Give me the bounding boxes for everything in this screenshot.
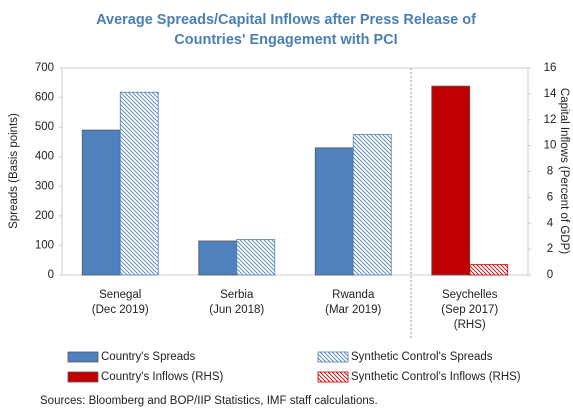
x-tick-label: Rwanda [332, 289, 375, 301]
y2-axis-title: Capital Inflows (Percent of GDP) [558, 88, 570, 254]
y-axis-title: Spreads (Basis points) [8, 113, 20, 229]
y-tick-label: 300 [35, 180, 54, 192]
x-tick-label: Serbia [220, 289, 254, 301]
x-tick-label: (Sep 2017) [441, 304, 498, 316]
bar [469, 264, 509, 276]
x-tick-label: (Mar 2019) [325, 304, 381, 316]
y2-tick-label: 12 [544, 114, 557, 126]
legend-swatch [317, 371, 349, 383]
y2-tick-label: 2 [547, 243, 553, 255]
y-tick-label: 600 [35, 92, 54, 104]
x-tick-label: (Dec 2019) [92, 304, 149, 316]
y2-tick-label: 4 [547, 217, 554, 229]
bar [352, 134, 392, 276]
chart-title: Countries' Engagement with PCI [174, 32, 397, 48]
legend-label: Synthetic Control's Spreads [351, 351, 493, 363]
bar [81, 129, 121, 276]
bar [431, 85, 471, 276]
bar [314, 147, 354, 276]
bar [119, 91, 159, 276]
legend-swatch [67, 351, 99, 363]
x-tick-label: (Jun 2018) [209, 304, 264, 316]
x-tick-label: (RHS) [454, 319, 486, 331]
legend-swatch [317, 351, 349, 363]
y2-tick-label: 0 [547, 269, 553, 281]
y2-tick-label: 14 [544, 88, 557, 100]
y2-tick-label: 6 [547, 191, 553, 203]
legend-swatch [67, 371, 99, 383]
y-tick-label: 500 [35, 121, 54, 133]
legend-label: Country's Inflows (RHS) [101, 371, 224, 383]
bar [236, 239, 276, 276]
x-tick-label: Senegal [99, 289, 141, 301]
y-tick-label: 100 [35, 239, 54, 251]
legend-label: Country's Spreads [101, 351, 195, 363]
bar [198, 240, 238, 276]
y-tick-label: 400 [35, 151, 54, 163]
source: Sources: Bloomberg and BOP/IIP Statistic… [40, 395, 378, 407]
x-tick-label: Seychelles [442, 289, 498, 301]
y2-tick-label: 8 [547, 166, 553, 178]
y-tick-label: 700 [35, 62, 54, 74]
legend-label: Synthetic Control's Inflows (RHS) [351, 371, 521, 383]
y-tick-label: 0 [48, 269, 54, 281]
y2-tick-label: 16 [544, 62, 557, 74]
chart-title: Average Spreads/Capital Inflows after Pr… [96, 12, 476, 28]
y2-tick-label: 10 [544, 140, 557, 152]
y-tick-label: 200 [35, 210, 54, 222]
